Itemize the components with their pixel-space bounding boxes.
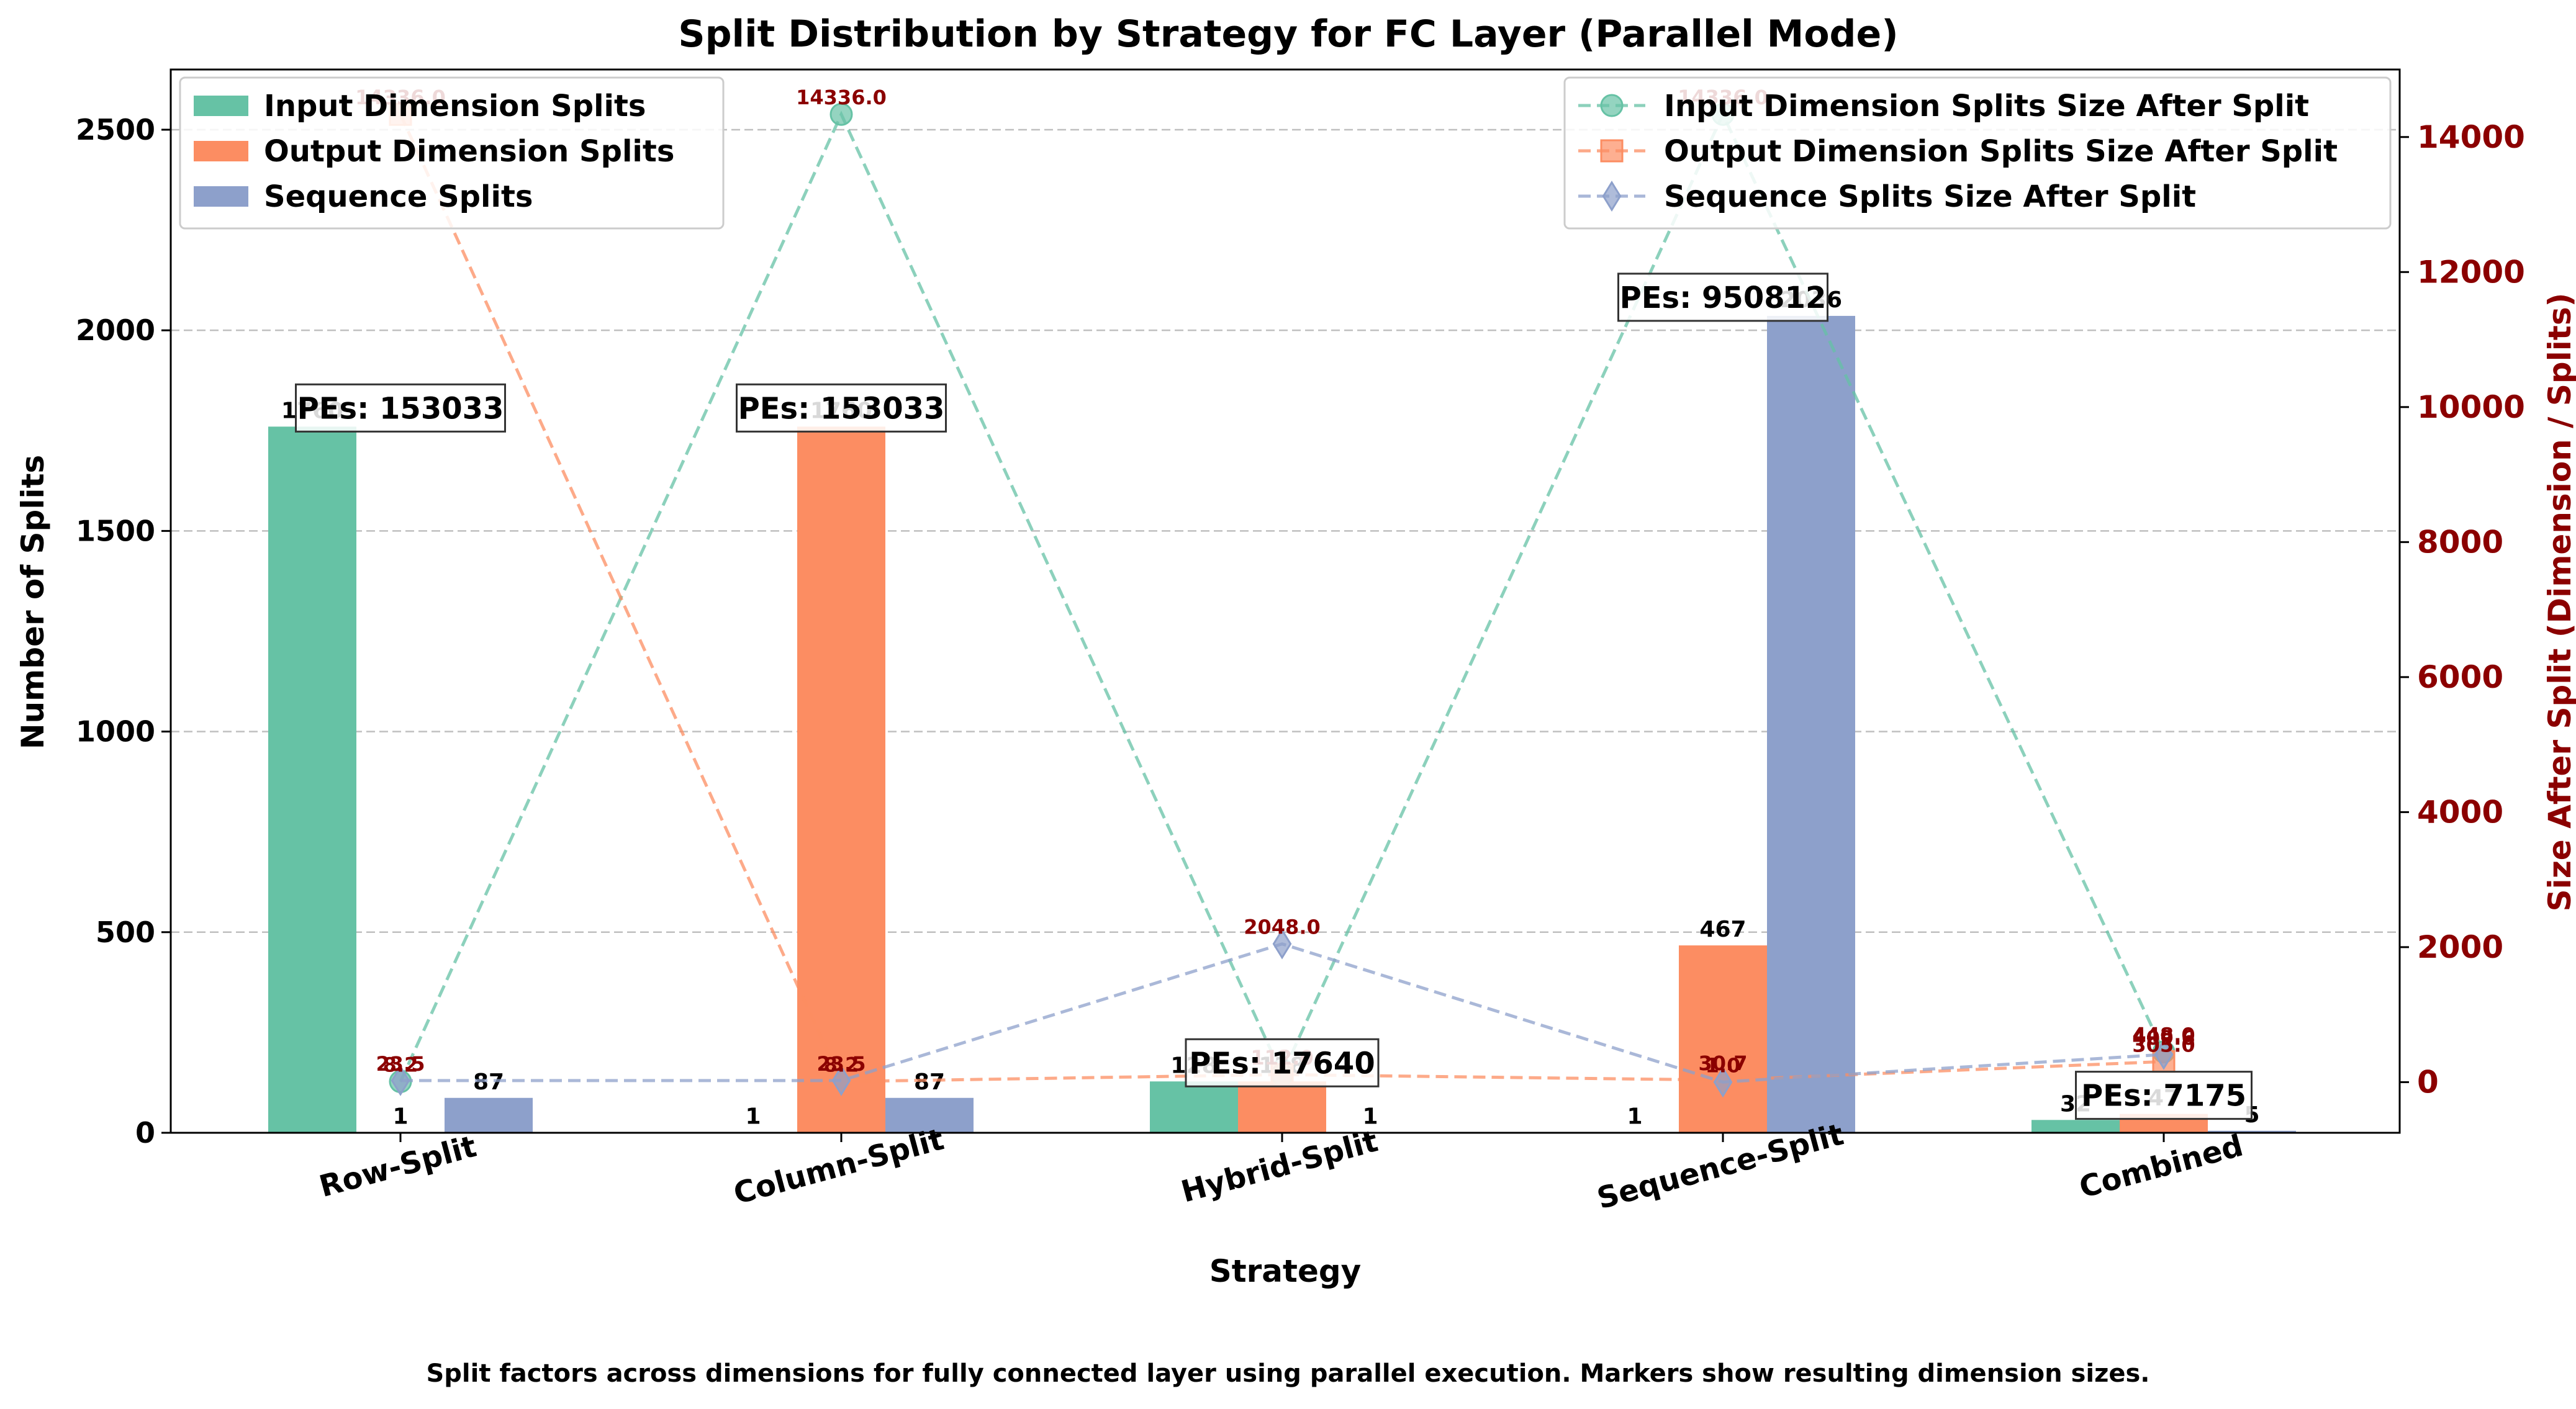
bar	[1150, 1081, 1238, 1133]
legend-label: Output Dimension Splits Size After Split	[1664, 134, 2338, 169]
legend-bars: Input Dimension Splits Output Dimension S…	[179, 76, 725, 230]
line-marker	[1272, 928, 1292, 960]
y2-tick-label: 12000	[2417, 254, 2525, 290]
pe-box-label: PEs: 17640	[1189, 1046, 1375, 1081]
y2-tick-label: 10000	[2417, 389, 2525, 425]
legend-swatch	[194, 96, 248, 116]
y-tick-label: 500	[96, 916, 155, 949]
bar-value-label: 1	[392, 1104, 408, 1129]
y-tick-label: 2000	[76, 313, 155, 347]
bar	[445, 1097, 533, 1133]
size-value-labels: 8.214336.0112.014336.0448.014336.08.2112…	[355, 86, 2195, 1077]
y-axis-label: Number of Splits	[15, 455, 51, 750]
line-marker	[391, 1065, 410, 1096]
x-axis-label: Strategy	[1209, 1253, 1362, 1289]
y2-tick-label: 8000	[2417, 524, 2503, 560]
y2-tick-label: 4000	[2417, 794, 2503, 830]
bar-value-label: 1	[1627, 1104, 1642, 1129]
bar-value-label: 467	[1699, 917, 1746, 942]
pe-box-label: PEs: 153033	[738, 391, 945, 426]
size-value-label: 409.6	[2132, 1026, 2195, 1050]
pe-box-label: PEs: 950812	[1620, 281, 1827, 315]
legend-label: Input Dimension Splits	[264, 89, 646, 124]
pe-box	[2075, 1071, 2253, 1120]
size-value-label: 23.5	[376, 1052, 425, 1076]
line-marker	[2154, 1038, 2174, 1070]
pe-box-label: PEs: 7175	[2081, 1079, 2246, 1114]
line-marker	[1713, 1066, 1733, 1098]
y-tick-label: 0	[135, 1116, 155, 1150]
bars	[268, 315, 2296, 1133]
bar	[268, 426, 356, 1133]
y-tick-label: 1500	[76, 514, 155, 547]
line-marker	[1600, 139, 1624, 163]
line-marker	[1600, 94, 1624, 117]
legend-frame	[1563, 76, 2392, 230]
bar	[885, 1097, 974, 1133]
legend-label: Sequence Splits Size After Split	[1664, 179, 2196, 214]
plot-frame	[169, 68, 2401, 1134]
line-marker	[831, 1065, 851, 1096]
y2-tick-label: 2000	[2417, 929, 2503, 965]
bar-value-label: 1	[745, 1104, 761, 1129]
y-axis-ticks: 0 500 1000 1500 2000 2500	[76, 113, 171, 1150]
legend-frame	[179, 76, 725, 230]
y-tick-label: 2500	[76, 113, 155, 146]
pe-box	[1185, 1038, 1380, 1087]
size-value-label: 448.0	[2132, 1024, 2195, 1047]
bar-value-label: 87	[914, 1069, 945, 1095]
bar-value-label: 1	[1362, 1104, 1378, 1129]
legend-label: Sequence Splits	[264, 179, 533, 214]
x-tick-label: Hybrid-Split	[1178, 1123, 1381, 1209]
legend-lines: Input Dimension Splits Size After Split O…	[1563, 76, 2392, 230]
y2-tick-label: 14000	[2417, 119, 2525, 155]
chart-title: Split Distribution by Strategy for FC La…	[678, 12, 1898, 56]
legend-label: Output Dimension Splits	[264, 134, 674, 169]
bar	[2031, 1120, 2120, 1133]
pe-box	[1617, 272, 1828, 322]
size-value-label: 8.2	[383, 1053, 418, 1077]
pe-box-label: PEs: 153033	[297, 391, 504, 426]
x-tick-label: Row-Split	[316, 1129, 481, 1204]
size-value-label: 8.2	[824, 1053, 859, 1077]
y-tick-label: 1000	[76, 715, 155, 749]
line-marker	[1602, 181, 1622, 212]
size-value-label: 23.5	[817, 1052, 866, 1076]
size-value-label: 14336.0	[796, 86, 887, 109]
bar	[1679, 945, 1767, 1133]
gridlines	[171, 128, 2400, 934]
y2-axis-ticks: 0 2000 4000 6000 8000 10000 12000 14000	[2400, 119, 2525, 1100]
bar	[1767, 315, 1855, 1133]
pe-annotations: PEs: 153033 PEs: 153033 PEs: 17640 PEs: 950…	[295, 272, 2253, 1120]
legend-swatch	[194, 186, 248, 207]
x-tick-label: Column-Split	[730, 1122, 947, 1212]
y2-tick-label: 0	[2417, 1064, 2439, 1100]
bar-value-labels: 1760112813211760128467478787120365	[281, 287, 2260, 1129]
legend-swatch	[194, 141, 248, 161]
figure-caption: Split factors across dimensions for full…	[426, 1359, 2150, 1388]
bar	[2208, 1130, 2296, 1133]
size-value-label: 2048.0	[1244, 916, 1320, 939]
size-value-label: 305.0	[2132, 1033, 2195, 1056]
y2-tick-label: 6000	[2417, 659, 2503, 695]
y2-axis-label: Size After Split (Dimension / Splits)	[2542, 293, 2576, 912]
pe-box	[736, 383, 947, 433]
pe-box	[295, 383, 506, 433]
legend-label: Input Dimension Splits Size After Split	[1664, 89, 2309, 124]
x-tick-label: Combined	[2076, 1128, 2246, 1205]
size-value-label: 1.0	[1706, 1053, 1741, 1077]
bar	[797, 426, 885, 1133]
size-line	[399, 110, 2166, 1083]
size-value-label: 30.7	[1699, 1051, 1748, 1075]
bar	[1238, 1081, 1326, 1133]
line-marker	[829, 102, 853, 126]
size-lines	[389, 102, 2176, 1098]
